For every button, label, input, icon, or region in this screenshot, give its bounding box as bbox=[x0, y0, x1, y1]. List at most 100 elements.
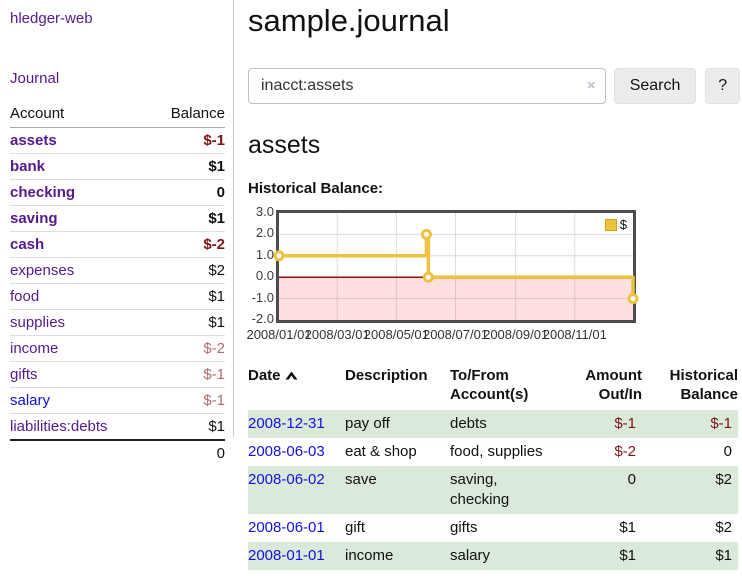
page-title: sample.journal bbox=[248, 3, 450, 38]
account-link-bank[interactable]: bank bbox=[10, 158, 46, 175]
transaction-accounts: salary bbox=[450, 547, 491, 564]
accounts-header-account: Account bbox=[10, 102, 149, 128]
y-axis-tick-label: 2.0 bbox=[255, 225, 274, 241]
transaction-row: 2008-12-31 pay off debts $-1 $-1 bbox=[248, 410, 738, 438]
transaction-accounts: debts bbox=[450, 415, 487, 432]
search-button[interactable]: Search bbox=[613, 68, 697, 104]
x-axis-tick-label: 2008/11/01 bbox=[542, 327, 607, 342]
account-balance: $-1 bbox=[148, 387, 225, 414]
register-header-amount-out-in: Amount Out/In bbox=[585, 367, 642, 403]
account-balance: $-1 bbox=[148, 361, 225, 388]
sort-ascending-icon bbox=[285, 371, 298, 380]
account-balance: $-2 bbox=[148, 335, 225, 362]
transaction-description: gift bbox=[345, 519, 366, 536]
transaction-row: 2008-06-01 gift gifts $1 $2 bbox=[248, 514, 738, 542]
clear-search-icon[interactable]: × bbox=[586, 77, 596, 94]
transaction-row: 2008-01-01 income salary $1 $1 bbox=[248, 542, 738, 570]
register-header-description: Description bbox=[345, 367, 428, 384]
accounts-table: Account Balance assets $-1 bank $1 checking 0… bbox=[10, 102, 225, 466]
account-balance: $1 bbox=[148, 309, 225, 336]
x-axis-tick-label: 2008/05/01 bbox=[363, 327, 429, 342]
y-axis-tick-label: -2.0 bbox=[251, 311, 274, 326]
account-row: liabilities:debts $1 bbox=[10, 413, 225, 441]
transaction-date-link[interactable]: 2008-01-01 bbox=[248, 547, 325, 564]
account-balance: $1 bbox=[148, 413, 225, 441]
transaction-date-link[interactable]: 2008-06-02 bbox=[248, 471, 325, 488]
transaction-description: eat & shop bbox=[345, 443, 417, 460]
transaction-amount: $-2 bbox=[614, 443, 636, 460]
account-balance: $1 bbox=[148, 205, 225, 232]
transaction-accounts: gifts bbox=[450, 519, 478, 536]
account-link-gifts[interactable]: gifts bbox=[10, 366, 38, 383]
account-row: food $1 bbox=[10, 283, 225, 310]
y-axis-tick-label: 3.0 bbox=[255, 204, 274, 219]
help-button[interactable]: ? bbox=[705, 68, 740, 104]
register-header-date[interactable]: Date bbox=[248, 366, 345, 410]
sidebar: hledger-web Journal Account Balance asse… bbox=[0, 0, 234, 466]
transaction-balance: $2 bbox=[715, 519, 732, 536]
account-link-assets[interactable]: assets bbox=[10, 132, 57, 149]
transaction-row: 2008-06-03 eat & shop food, supplies $-2 0 bbox=[248, 438, 738, 466]
transaction-date-link[interactable]: 2008-06-03 bbox=[248, 443, 325, 460]
account-link-saving[interactable]: saving bbox=[10, 210, 58, 227]
account-balance: $1 bbox=[148, 153, 225, 180]
y-axis-tick-label: 1.0 bbox=[255, 246, 274, 262]
series-swatch-icon bbox=[604, 218, 617, 231]
transaction-amount: 0 bbox=[627, 471, 636, 488]
account-balance: $-1 bbox=[148, 127, 225, 154]
transaction-balance: $2 bbox=[715, 471, 732, 488]
account-link-income[interactable]: income bbox=[10, 340, 59, 357]
transaction-amount: $1 bbox=[619, 547, 636, 564]
account-heading: assets bbox=[248, 131, 321, 159]
account-balance: $2 bbox=[148, 257, 225, 284]
x-axis-tick-label: 2008/07/01 bbox=[422, 327, 489, 342]
search-box: × bbox=[248, 68, 606, 104]
account-row: checking 0 bbox=[10, 179, 225, 206]
transaction-description: pay off bbox=[345, 415, 390, 432]
account-row: gifts $-1 bbox=[10, 361, 225, 388]
accounts-total-row: 0 bbox=[10, 439, 225, 466]
transaction-amount: $1 bbox=[619, 519, 636, 536]
accounts-total-value: 0 bbox=[148, 439, 225, 466]
account-row: income $-2 bbox=[10, 335, 225, 362]
register-table: Date Description To/From Account(s) Amount Ou… bbox=[248, 366, 738, 570]
account-balance: $-2 bbox=[148, 231, 225, 258]
legend-series-label: $ bbox=[619, 217, 627, 232]
transaction-balance: 0 bbox=[723, 443, 732, 460]
account-balance: 0 bbox=[148, 179, 225, 206]
account-link-cash[interactable]: cash bbox=[10, 236, 45, 253]
transaction-amount: $-1 bbox=[614, 415, 636, 432]
chart-canvas bbox=[273, 213, 639, 320]
sidebar-item-journal[interactable]: Journal bbox=[10, 70, 60, 87]
x-axis-tick-label: 2008/09/01 bbox=[483, 327, 549, 342]
account-row: supplies $1 bbox=[10, 309, 225, 336]
search-input[interactable] bbox=[248, 68, 606, 104]
account-link-liabilities-debts[interactable]: liabilities:debts bbox=[10, 418, 108, 435]
account-link-food[interactable]: food bbox=[10, 288, 40, 305]
app-brand-link[interactable]: hledger-web bbox=[10, 10, 93, 27]
register-header-to-from-account-s-: To/From Account(s) bbox=[450, 367, 529, 403]
register-header-historical-balance: Historical Balance bbox=[669, 367, 738, 403]
transaction-accounts: saving, checking bbox=[450, 471, 510, 508]
accounts-header-balance: Balance bbox=[148, 102, 225, 128]
transaction-description: save bbox=[345, 471, 377, 488]
account-row: saving $1 bbox=[10, 205, 225, 232]
account-row: salary $-1 bbox=[10, 387, 225, 414]
account-link-salary[interactable]: salary bbox=[10, 392, 51, 409]
transaction-row: 2008-06-02 save saving, checking 0 $2 bbox=[248, 466, 738, 514]
account-link-supplies[interactable]: supplies bbox=[10, 314, 66, 331]
account-link-checking[interactable]: checking bbox=[10, 184, 76, 201]
account-row: expenses $2 bbox=[10, 257, 225, 284]
transaction-accounts: food, supplies bbox=[450, 443, 543, 460]
x-axis-tick-label: 2008/01/01 bbox=[246, 327, 312, 342]
search-bar: × Search ? bbox=[248, 68, 740, 104]
transaction-balance: $1 bbox=[715, 547, 732, 564]
chart-title: Historical Balance: bbox=[248, 180, 384, 197]
transaction-date-link[interactable]: 2008-12-31 bbox=[248, 415, 325, 432]
main-panel: sample.journal × Search ? assets Histori… bbox=[246, 0, 740, 570]
y-axis-tick-label: 0.0 bbox=[255, 268, 274, 284]
chart-plot-area: $ bbox=[273, 210, 639, 323]
account-link-expenses[interactable]: expenses bbox=[10, 262, 75, 279]
transaction-date-link[interactable]: 2008-06-01 bbox=[248, 519, 325, 536]
account-row: assets $-1 bbox=[10, 127, 225, 154]
